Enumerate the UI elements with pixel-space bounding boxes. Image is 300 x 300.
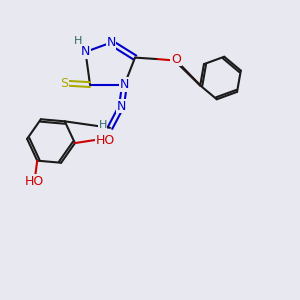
Text: N: N [117,100,126,113]
Text: HO: HO [96,134,115,147]
Text: N: N [81,45,90,58]
Text: HO: HO [25,175,44,188]
Text: N: N [106,36,116,49]
Text: H: H [98,120,107,130]
Text: H: H [74,35,82,46]
Text: N: N [120,78,129,91]
Text: O: O [171,52,181,66]
Text: S: S [61,76,68,90]
